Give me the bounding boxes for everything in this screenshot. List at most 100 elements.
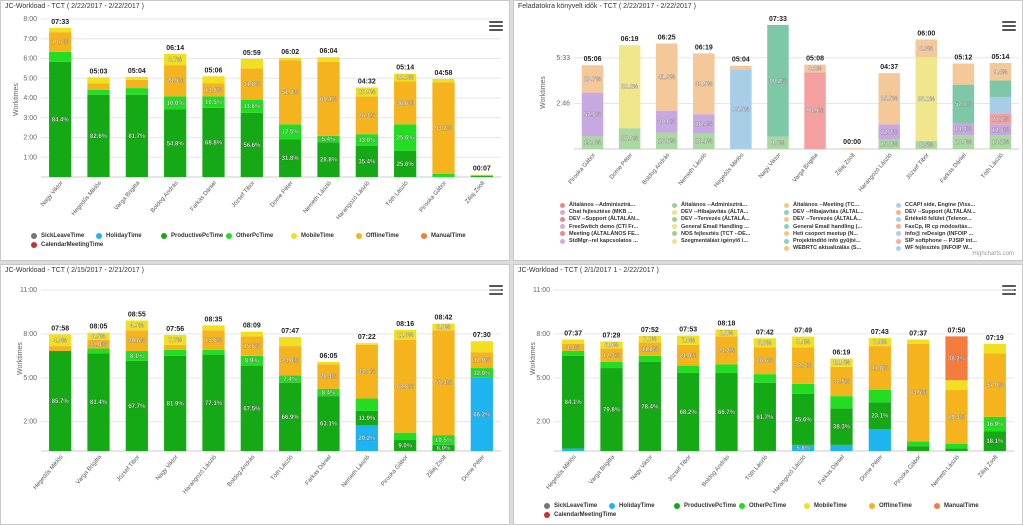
task-legend-item[interactable]: DEV --Tervezés (ÁLTALÁ... [784, 216, 862, 222]
task-legend-item[interactable]: DEV --Support (ÁLTALÁN... [896, 209, 976, 215]
task-legend-item[interactable]: SIP softphone -- PJSIP int... [896, 238, 977, 244]
credits-link[interactable]: Highcharts.com [972, 251, 1014, 257]
bar-segment [432, 435, 455, 445]
data-label: 15.2% [881, 142, 899, 148]
legend-item[interactable]: OfflineTime [869, 503, 912, 509]
legend-item[interactable]: OtherPcTime [739, 503, 786, 509]
data-label: 18.1% [695, 139, 713, 145]
legend-item[interactable]: ProductivePcTime [161, 233, 223, 239]
category-label: Harangozó László [858, 152, 894, 193]
data-label: 20.8% [658, 120, 676, 126]
task-legend-item[interactable]: General Email Handling ... [672, 224, 749, 230]
task-legend-item[interactable]: Általános --Adminisztrá... [672, 202, 747, 208]
task-legend-item[interactable]: Meeting (ÁLTALÁNOS FE... [560, 231, 639, 237]
legend-item[interactable]: CalendarMeetingTime [544, 512, 616, 518]
legend-label: HolidayTime [619, 503, 655, 509]
data-label: 85.2% [918, 97, 936, 103]
bar-segment [432, 173, 455, 177]
legend-marker [784, 216, 789, 222]
legend-label: SickLeaveTime [554, 503, 598, 509]
category-label: Piroska Gábor [419, 180, 448, 213]
task-legend-item[interactable]: info@ reDesign (INFOIP ... [896, 231, 973, 237]
bar-segment [394, 340, 417, 433]
task-legend-item[interactable]: Általános --Adminisztrá... [560, 202, 635, 208]
task-legend-item[interactable]: Szegmentálást igénylő i... [672, 238, 748, 244]
data-label: 62.8% [397, 384, 415, 390]
legend-label: General Email handling (... [793, 223, 863, 230]
bar-segment [730, 65, 752, 70]
task-legend-item[interactable]: WEBRTC aktualizálás (S... [784, 245, 861, 251]
y-tick-label: 4:00 [23, 95, 37, 102]
legend-item[interactable]: ManualTime [421, 233, 466, 239]
data-label: 67.7% [128, 404, 146, 410]
task-legend-item[interactable]: Általános --Meeting (TC... [784, 202, 859, 208]
total-label: 06:04 [320, 48, 338, 55]
legend-marker [672, 209, 677, 215]
legend-item[interactable]: SickLeaveTime [31, 233, 84, 239]
chart-menu-icon[interactable] [489, 19, 503, 31]
bar-segment [49, 334, 72, 347]
total-label: 06:19 [621, 36, 639, 43]
data-label: 9.0% [398, 444, 412, 450]
data-label: 10.5% [435, 438, 453, 444]
task-legend-item[interactable]: NDS fejlesztés (TCT --DE... [672, 231, 750, 237]
data-label: 31.8% [243, 82, 261, 88]
legend-marker [784, 224, 789, 230]
bar-segment [878, 139, 900, 149]
task-legend-item[interactable]: General Email handling (... [784, 224, 862, 230]
task-legend-item[interactable]: DEV --Hibajavítás (ÁLTA... [672, 209, 748, 215]
total-label: 07:37 [909, 331, 927, 338]
category-label: Varga Brigitta [114, 180, 142, 212]
bar-segment [830, 444, 853, 451]
data-label: 12.2% [397, 76, 415, 82]
total-label: 07:22 [358, 334, 376, 341]
legend-label: General Email Handling ... [681, 223, 749, 230]
task-legend-item[interactable]: Projektindító infó gyűjté... [784, 238, 861, 244]
bar-segment [279, 382, 302, 451]
legend-item[interactable]: HolidayTime [96, 233, 142, 239]
data-label: 7.7% [168, 338, 182, 344]
data-label: 12.6% [992, 128, 1010, 134]
data-label: 90.2% [769, 79, 787, 85]
legend-item[interactable]: OtherPcTime [226, 233, 273, 239]
task-legend-item[interactable]: DEV --Support (ÁLTALÁN... [560, 216, 640, 222]
data-label: 20.0% [955, 140, 973, 146]
legend-item[interactable]: ManualTime [934, 503, 979, 509]
chart-menu-icon[interactable] [1002, 19, 1016, 31]
total-label: 06:25 [658, 35, 676, 42]
total-label: 07:49 [794, 328, 812, 335]
task-legend-item[interactable]: DEV --Hibajavítás (ÁLTAL... [784, 209, 864, 215]
bar-segment [164, 109, 187, 177]
legend-item[interactable]: CalendarMeetingTime [31, 242, 103, 248]
bar-segment [581, 92, 604, 137]
total-label: 07:53 [679, 327, 697, 334]
task-legend-item[interactable]: StdMgr--rel kapcsolatos ... [560, 238, 638, 244]
task-legend-item[interactable]: FreeSwitch demo (CTI Fr... [560, 224, 638, 230]
legend-item[interactable]: MobileTime [804, 503, 847, 509]
bar-segment [87, 353, 110, 451]
task-legend-item[interactable]: Heti csoport meetup (N... [784, 231, 858, 237]
task-legend-item[interactable]: FaxCp, IR cp módosítás... [896, 224, 972, 230]
bar-segment [989, 62, 1012, 81]
data-label: 41.3% [658, 75, 676, 81]
bar-segment [125, 360, 148, 451]
legend-item[interactable]: MobileTime [291, 233, 334, 239]
legend-label: StdMgr--rel kapcsolatos ... [569, 238, 638, 244]
task-legend-item[interactable]: Értékelő felület (Telenor... [896, 216, 972, 222]
data-label: 8.0% [437, 325, 451, 331]
legend-marker [739, 503, 745, 509]
legend-label: DEV --Hibajavítás (ÁLTAL... [793, 209, 864, 216]
legend-item[interactable]: HolidayTime [609, 503, 655, 509]
bar-segment [792, 336, 815, 348]
data-label: 68.8% [205, 140, 223, 146]
legend-item[interactable]: ProductivePcTime [674, 503, 736, 509]
bar-segment [792, 444, 815, 451]
bar-segment [164, 344, 187, 350]
legend-item[interactable]: SickLeaveTime [544, 503, 597, 509]
data-label: 13.0% [358, 138, 376, 144]
legend-item[interactable]: OfflineTime [356, 233, 399, 239]
task-legend-item[interactable]: DEV --Tervezés (ÁLTALÁ... [672, 216, 750, 222]
task-legend-item[interactable]: WF fejlesztés (INFOIP W... [896, 245, 972, 251]
task-legend-item[interactable]: Chat fejlesztése (MKB ... [560, 209, 633, 215]
task-legend-item[interactable]: CCAPI side, Engine (Viss... [896, 202, 975, 208]
